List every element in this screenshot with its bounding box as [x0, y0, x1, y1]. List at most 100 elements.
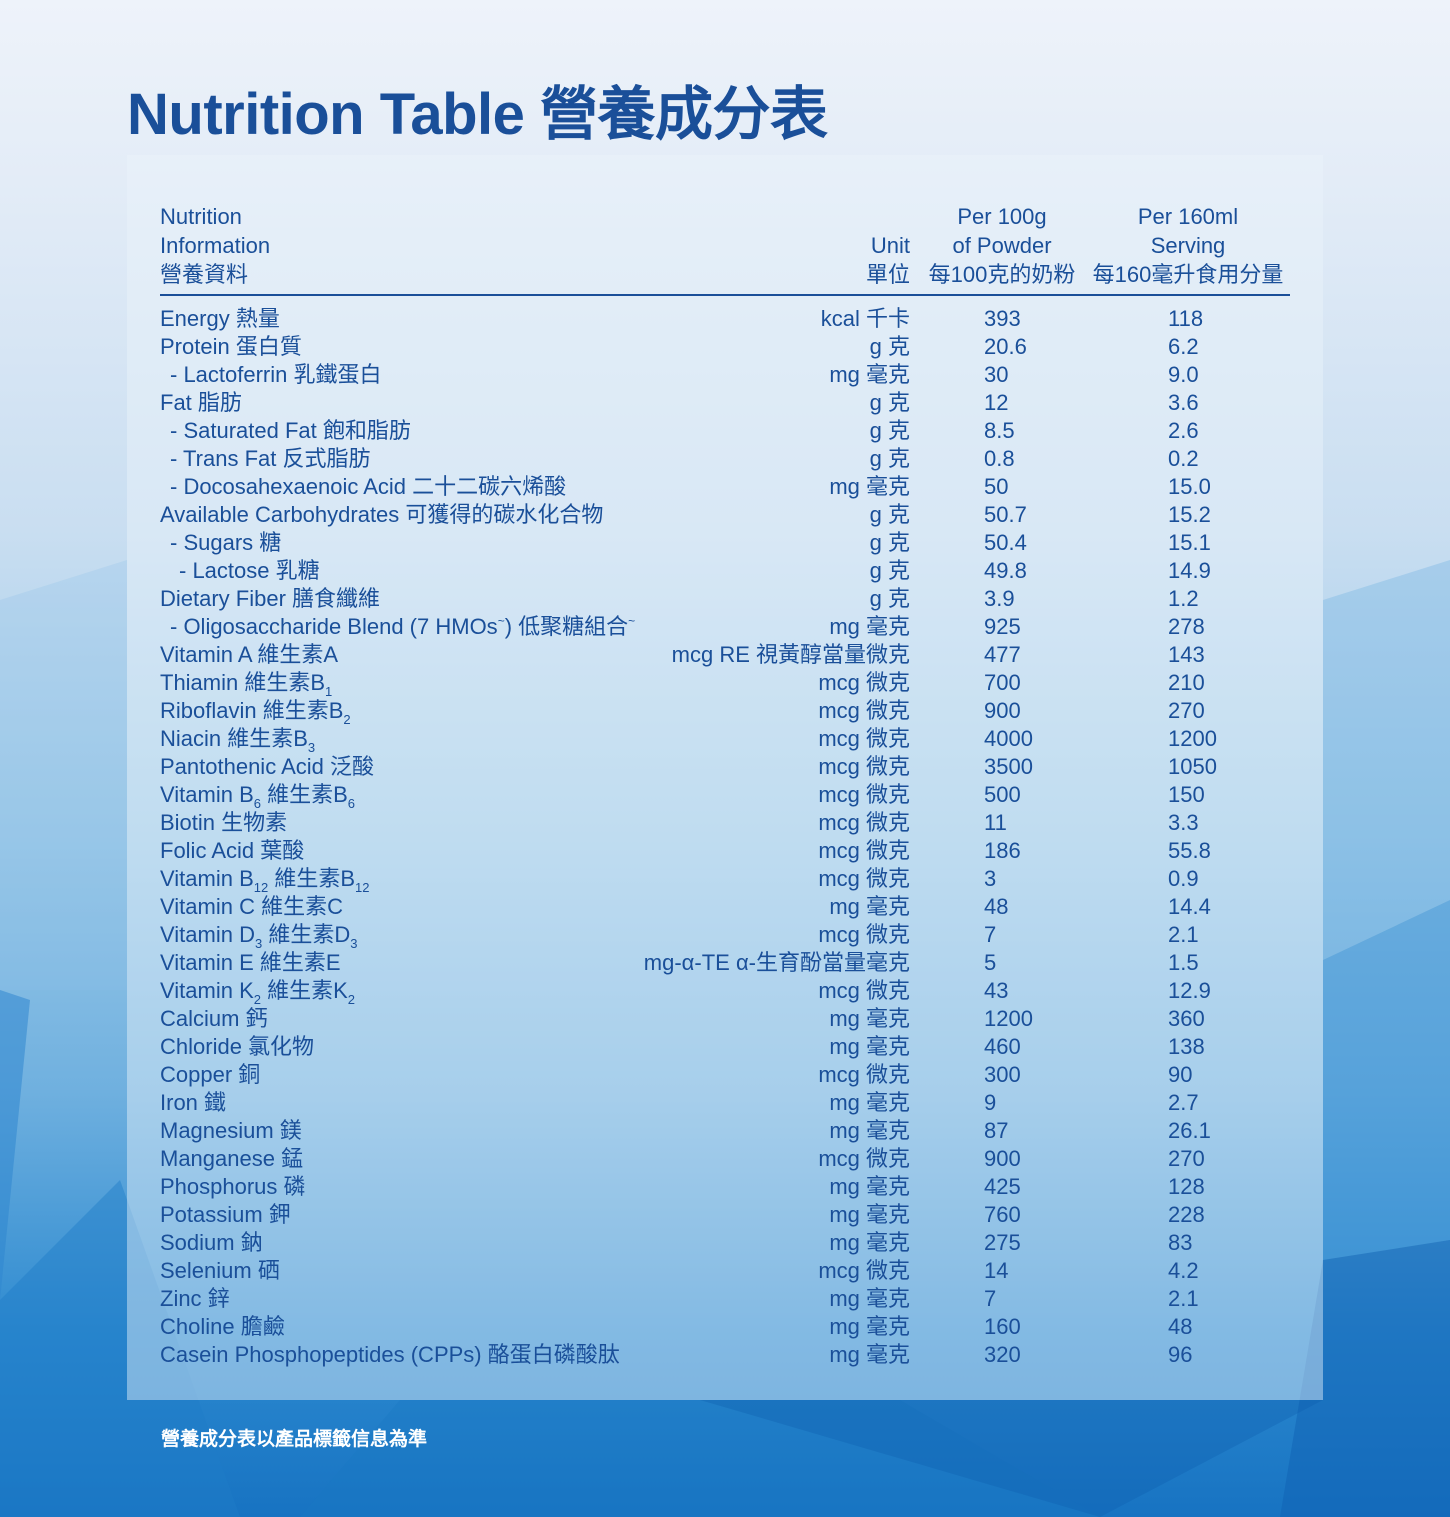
nutrient-name: Casein Phosphopeptides (CPPs) 酪蛋白磷酸肽 [160, 1342, 620, 1367]
value-per-160ml: 138 [1168, 1034, 1205, 1059]
value-per-100g: 186 [984, 838, 1021, 863]
value-per-160ml: 83 [1168, 1230, 1193, 1255]
value-per-100g: 7 [984, 1286, 997, 1311]
nutrient-unit: mg 毫克 [829, 1202, 910, 1227]
value-per-100g: 300 [984, 1062, 1021, 1087]
footnote: 營養成分表以產品標籤信息為準 [161, 1429, 428, 1450]
nutrient-name: - Docosahexaenoic Acid 二十二碳六烯酸 [170, 474, 567, 499]
nutrient-unit: mg 毫克 [829, 1342, 910, 1367]
value-per-100g: 477 [984, 642, 1021, 667]
header-nutrition-information: Nutrition Information 營養資料 [160, 204, 271, 287]
nutrient-name: Fat 脂肪 [160, 390, 242, 415]
nutrient-name: Vitamin A 維生素A [160, 642, 339, 667]
nutrient-unit: mcg 微克 [818, 1062, 910, 1087]
nutrient-unit: g 克 [869, 390, 910, 415]
nutrient-unit: mcg 微克 [818, 1146, 910, 1171]
nutrient-name: Protein 蛋白質 [160, 334, 302, 359]
value-per-160ml: 15.1 [1168, 530, 1211, 555]
value-per-100g: 900 [984, 698, 1021, 723]
value-per-160ml: 270 [1168, 1146, 1205, 1171]
nutrient-unit: mcg 微克 [818, 978, 910, 1003]
nutrient-unit: mg 毫克 [829, 1034, 910, 1059]
value-per-160ml: 55.8 [1168, 838, 1211, 863]
value-per-100g: 0.8 [984, 446, 1015, 471]
nutrient-name: Manganese 錳 [160, 1146, 304, 1171]
nutrient-name: Dietary Fiber 膳食纖維 [160, 586, 381, 611]
nutrient-unit: mcg 微克 [818, 810, 910, 835]
nutrient-name: Chloride 氯化物 [160, 1034, 315, 1059]
nutrient-unit: kcal 千卡 [820, 306, 910, 331]
table-row: Fat 脂肪 g 克 12 3.6 [160, 389, 1290, 417]
nutrient-name: Riboflavin 維生素B2 [160, 698, 351, 727]
table-row: Iron 鐵 mg 毫克 9 2.7 [160, 1089, 1290, 1117]
table-row: Copper 銅 mcg 微克 300 90 [160, 1061, 1290, 1089]
nutrient-unit: mcg 微克 [818, 1258, 910, 1283]
table-row: Dietary Fiber 膳食纖維 g 克 3.9 1.2 [160, 585, 1290, 613]
value-per-160ml: 270 [1168, 698, 1205, 723]
nutrient-unit: mcg 微克 [818, 782, 910, 807]
table-row: Phosphorus 磷 mg 毫克 425 128 [160, 1173, 1290, 1201]
value-per-100g: 14 [984, 1258, 1009, 1283]
nutrient-unit: mg 毫克 [829, 1230, 910, 1255]
nutrient-name: Choline 膽鹼 [160, 1314, 285, 1339]
value-per-160ml: 3.6 [1168, 390, 1199, 415]
nutrient-unit: mg 毫克 [829, 1090, 910, 1115]
value-per-160ml: 1200 [1168, 726, 1217, 751]
table-row: - Lactoferrin 乳鐵蛋白 mg 毫克 30 9.0 [160, 361, 1290, 389]
nutrient-name: Thiamin 維生素B1 [160, 670, 333, 699]
nutrient-name: Energy 熱量 [160, 306, 280, 331]
nutrient-unit: g 克 [869, 558, 910, 583]
value-per-160ml: 0.2 [1168, 446, 1199, 471]
nutrient-unit: mcg RE 視黃醇當量微克 [671, 642, 910, 667]
nutrient-name: Vitamin D3 維生素D3 [160, 922, 358, 951]
nutrient-name: - Saturated Fat 飽和脂肪 [170, 418, 411, 443]
nutrient-name: Potassium 鉀 [160, 1202, 291, 1227]
header-per-100g: Per 100g of Powder 每100克的奶粉 [928, 204, 1076, 287]
nutrient-name: Magnesium 鎂 [160, 1118, 302, 1143]
table-row: Thiamin 維生素B1 mcg 微克 700 210 [160, 669, 1290, 699]
nutrient-unit: mg 毫克 [829, 474, 910, 499]
table-body: Energy 熱量 kcal 千卡 393 118 Protein 蛋白質 g 克 20.6… [160, 296, 1290, 1369]
nutrient-name: - Lactoferrin 乳鐵蛋白 [170, 362, 382, 387]
nutrient-unit: mg-α-TE α-生育酚當量毫克 [643, 950, 910, 975]
table-row: Sodium 鈉 mg 毫克 275 83 [160, 1229, 1290, 1257]
value-per-160ml: 15.2 [1168, 502, 1211, 527]
value-per-160ml: 14.9 [1168, 558, 1211, 583]
table-row: - Docosahexaenoic Acid 二十二碳六烯酸 mg 毫克 50 15.… [160, 473, 1290, 501]
table-row: - Lactose 乳糖 g 克 49.8 14.9 [160, 557, 1290, 585]
value-per-160ml: 9.0 [1168, 362, 1199, 387]
value-per-100g: 320 [984, 1342, 1021, 1367]
page-title: Nutrition Table 營養成分表 [127, 82, 828, 147]
value-per-100g: 5 [984, 950, 997, 975]
nutrient-name: - Sugars 糖 [170, 530, 282, 555]
table-row: Protein 蛋白質 g 克 20.6 6.2 [160, 333, 1290, 361]
nutrient-unit: mg 毫克 [829, 1118, 910, 1143]
value-per-160ml: 48 [1168, 1314, 1193, 1339]
value-per-100g: 87 [984, 1118, 1009, 1143]
nutrient-unit: mg 毫克 [829, 1006, 910, 1031]
value-per-160ml: 2.6 [1168, 418, 1199, 443]
header-unit: Unit 單位 [865, 233, 910, 287]
nutrient-unit: g 克 [869, 586, 910, 611]
table-row: Energy 熱量 kcal 千卡 393 118 [160, 305, 1290, 333]
table-row: - Sugars 糖 g 克 50.4 15.1 [160, 529, 1290, 557]
nutrient-unit: mcg 微克 [818, 754, 910, 779]
value-per-100g: 1200 [984, 1006, 1033, 1031]
nutrient-unit: mg 毫克 [829, 1286, 910, 1311]
value-per-160ml: 15.0 [1168, 474, 1211, 499]
table-row: Vitamin B6 維生素B6 mcg 微克 500 150 [160, 781, 1290, 810]
nutrient-name: Vitamin K2 維生素K2 [160, 978, 356, 1007]
table-row: Manganese 錳 mcg 微克 900 270 [160, 1145, 1290, 1173]
table-row: Niacin 維生素B3 mcg 微克 4000 1200 [160, 725, 1290, 754]
value-per-160ml: 118 [1168, 306, 1204, 331]
value-per-160ml: 90 [1168, 1062, 1193, 1087]
table-row: Vitamin K2 維生素K2 mcg 微克 43 12.9 [160, 977, 1290, 1007]
table-row: - Trans Fat 反式脂肪 g 克 0.8 0.2 [160, 445, 1290, 473]
value-per-160ml: 6.2 [1168, 334, 1199, 359]
value-per-160ml: 2.7 [1168, 1090, 1199, 1115]
value-per-160ml: 278 [1168, 614, 1205, 639]
nutrient-unit: g 克 [869, 530, 910, 555]
value-per-160ml: 1.5 [1168, 950, 1199, 975]
nutrient-name: Available Carbohydrates 可獲得的碳水化合物 [160, 502, 604, 527]
nutrient-name: Calcium 鈣 [160, 1006, 268, 1031]
